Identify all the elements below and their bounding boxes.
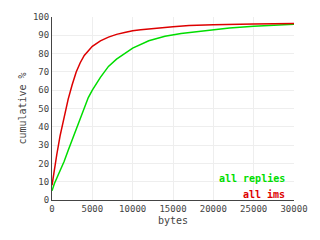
svg-text:50: 50 — [38, 104, 49, 114]
svg-text:bytes: bytes — [158, 215, 188, 226]
svg-text:10000: 10000 — [119, 204, 146, 214]
svg-text:0: 0 — [44, 195, 49, 205]
svg-text:40: 40 — [38, 122, 49, 132]
svg-text:20: 20 — [38, 159, 49, 169]
svg-text:25000: 25000 — [240, 204, 267, 214]
svg-text:60: 60 — [38, 85, 49, 95]
svg-text:all ims: all ims — [243, 189, 285, 200]
svg-text:70: 70 — [38, 67, 49, 77]
svg-text:10: 10 — [38, 177, 49, 187]
svg-text:0: 0 — [49, 204, 54, 214]
svg-text:90: 90 — [38, 30, 49, 40]
svg-text:30000: 30000 — [280, 204, 307, 214]
svg-text:30: 30 — [38, 140, 49, 150]
svg-text:100: 100 — [33, 12, 49, 22]
svg-text:15000: 15000 — [159, 204, 186, 214]
svg-text:5000: 5000 — [81, 204, 103, 214]
svg-text:20000: 20000 — [200, 204, 227, 214]
svg-text:all replies: all replies — [219, 173, 285, 184]
svg-text:cumulative %: cumulative % — [17, 72, 28, 144]
svg-text:80: 80 — [38, 49, 49, 59]
